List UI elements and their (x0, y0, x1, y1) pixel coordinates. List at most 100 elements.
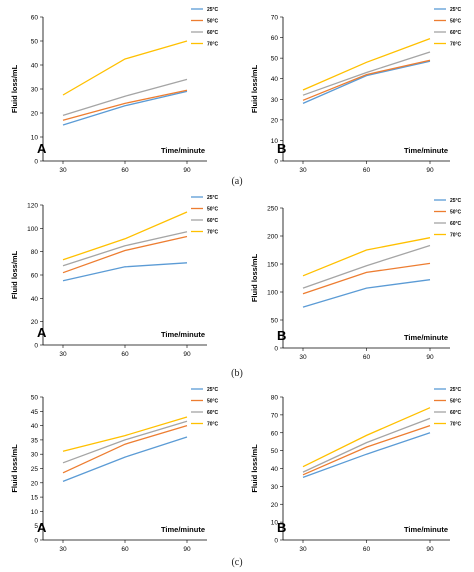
series-line-1 (62, 262, 188, 282)
y-tick-label: 10 (271, 138, 279, 145)
series-line-4 (62, 40, 188, 96)
y-tick-label: 0 (274, 538, 278, 545)
legend-label: 50°C (450, 19, 462, 25)
y-tick-label: 250 (267, 206, 278, 213)
legend-label: 25°C (207, 387, 219, 393)
y-tick-label: 100 (267, 290, 278, 297)
y-tick-label: 150 (267, 262, 278, 269)
y-tick-label: 200 (267, 234, 278, 241)
legend-label: 25°C (207, 195, 219, 201)
y-tick-label: 50 (271, 318, 279, 325)
y-tick-label: 0 (34, 538, 38, 545)
y-tick-label: 5 (34, 523, 38, 530)
chart-4: 0 50 100 150 200 250 30 60 90 Fluid loss/mL Time/m… (250, 198, 462, 361)
series-line-3 (62, 231, 188, 267)
x-tick-label: 90 (426, 546, 434, 553)
x-tick-label: 60 (363, 167, 371, 174)
panel-label: B (277, 520, 286, 535)
x-axis-label: Time/minute (161, 330, 205, 339)
x-tick-label: 60 (121, 167, 129, 174)
y-tick-label: 30 (31, 87, 39, 94)
y-tick-label: 10 (31, 509, 39, 516)
legend-label: 70°C (450, 422, 462, 428)
series-line-1 (302, 279, 431, 308)
y-tick-label: 40 (31, 63, 39, 70)
y-tick-label: 20 (271, 117, 279, 124)
series-line-4 (302, 237, 431, 277)
y-axis-label: Fluid loss/mL (250, 64, 259, 113)
y-tick-label: 35 (31, 437, 39, 444)
y-tick-label: 30 (271, 97, 279, 104)
legend-label: 70°C (450, 42, 462, 48)
legend-label: 60°C (450, 30, 462, 36)
x-tick-label: 30 (299, 354, 307, 361)
y-tick-label: 120 (27, 203, 38, 210)
y-tick-label: 70 (271, 15, 279, 22)
legend-label: 60°C (450, 410, 462, 416)
chart-6: 0 10 20 30 40 50 60 70 80 30 60 90 Fluid loss/mL Time… (250, 387, 462, 553)
x-axis-label: Time/minute (404, 333, 448, 342)
series-line-4 (62, 211, 188, 261)
series-line-2 (62, 235, 188, 274)
x-tick-label: 30 (59, 351, 67, 358)
y-tick-label: 40 (271, 466, 279, 473)
y-tick-label: 20 (31, 111, 39, 118)
y-tick-label: 40 (31, 296, 39, 303)
y-tick-label: 20 (31, 319, 39, 326)
x-tick-label: 60 (363, 546, 371, 553)
series-line-4 (302, 407, 431, 468)
panel-label: B (277, 328, 286, 343)
y-tick-label: 30 (271, 484, 279, 491)
panel-label: A (37, 325, 47, 340)
y-tick-label: 50 (271, 448, 279, 455)
x-tick-label: 90 (183, 546, 191, 553)
chart-2: 0 10 20 30 40 50 60 70 30 60 90 Fluid loss/mL Time/m… (250, 7, 462, 174)
legend-label: 50°C (207, 399, 219, 405)
y-tick-label: 0 (34, 343, 38, 350)
legend-label: 60°C (207, 410, 219, 416)
series-line-3 (62, 420, 188, 464)
legend-label: 60°C (207, 218, 219, 224)
y-tick-label: 80 (271, 395, 279, 402)
y-tick-label: 100 (27, 226, 38, 233)
x-axis-label: Time/minute (404, 525, 448, 534)
series-line-2 (302, 424, 431, 476)
x-tick-label: 60 (363, 354, 371, 361)
series-line-1 (62, 436, 188, 483)
series-line-3 (302, 244, 431, 289)
y-tick-label: 45 (31, 409, 39, 416)
y-tick-label: 50 (271, 56, 279, 63)
x-tick-label: 90 (183, 351, 191, 358)
y-tick-label: 60 (271, 35, 279, 42)
legend-label: 25°C (450, 387, 462, 393)
y-tick-label: 30 (31, 452, 39, 459)
y-tick-label: 50 (31, 39, 39, 46)
series-line-1 (62, 90, 188, 126)
series-line-4 (62, 416, 188, 452)
legend-label: 25°C (207, 7, 219, 13)
legend-label: 50°C (450, 399, 462, 405)
y-tick-label: 60 (31, 15, 39, 22)
x-axis-label: Time/minute (161, 146, 205, 155)
legend-label: 50°C (207, 207, 219, 213)
x-tick-label: 30 (299, 167, 307, 174)
y-tick-label: 0 (274, 346, 278, 353)
series-line-3 (62, 78, 188, 117)
chart-1: 0 10 20 30 40 50 60 30 60 90 Fluid loss/mL Time/min… (10, 7, 219, 174)
caption-c: (c) (231, 557, 243, 568)
y-tick-label: 10 (271, 520, 279, 527)
x-tick-label: 90 (426, 354, 434, 361)
y-tick-label: 40 (271, 76, 279, 83)
legend-label: 50°C (450, 210, 462, 216)
x-tick-label: 30 (59, 546, 67, 553)
y-tick-label: 20 (31, 480, 39, 487)
x-tick-label: 60 (121, 351, 129, 358)
y-axis-label: Fluid loss/mL (10, 444, 19, 493)
chart-5: 0 5 10 15 20 25 30 35 40 45 50 30 60 90 Fluid loss/mL T… (10, 387, 219, 553)
series-line-3 (302, 417, 431, 473)
panel-label: A (37, 141, 47, 156)
panel-label: A (37, 520, 47, 535)
y-tick-label: 40 (31, 423, 39, 430)
y-tick-label: 80 (31, 249, 39, 256)
